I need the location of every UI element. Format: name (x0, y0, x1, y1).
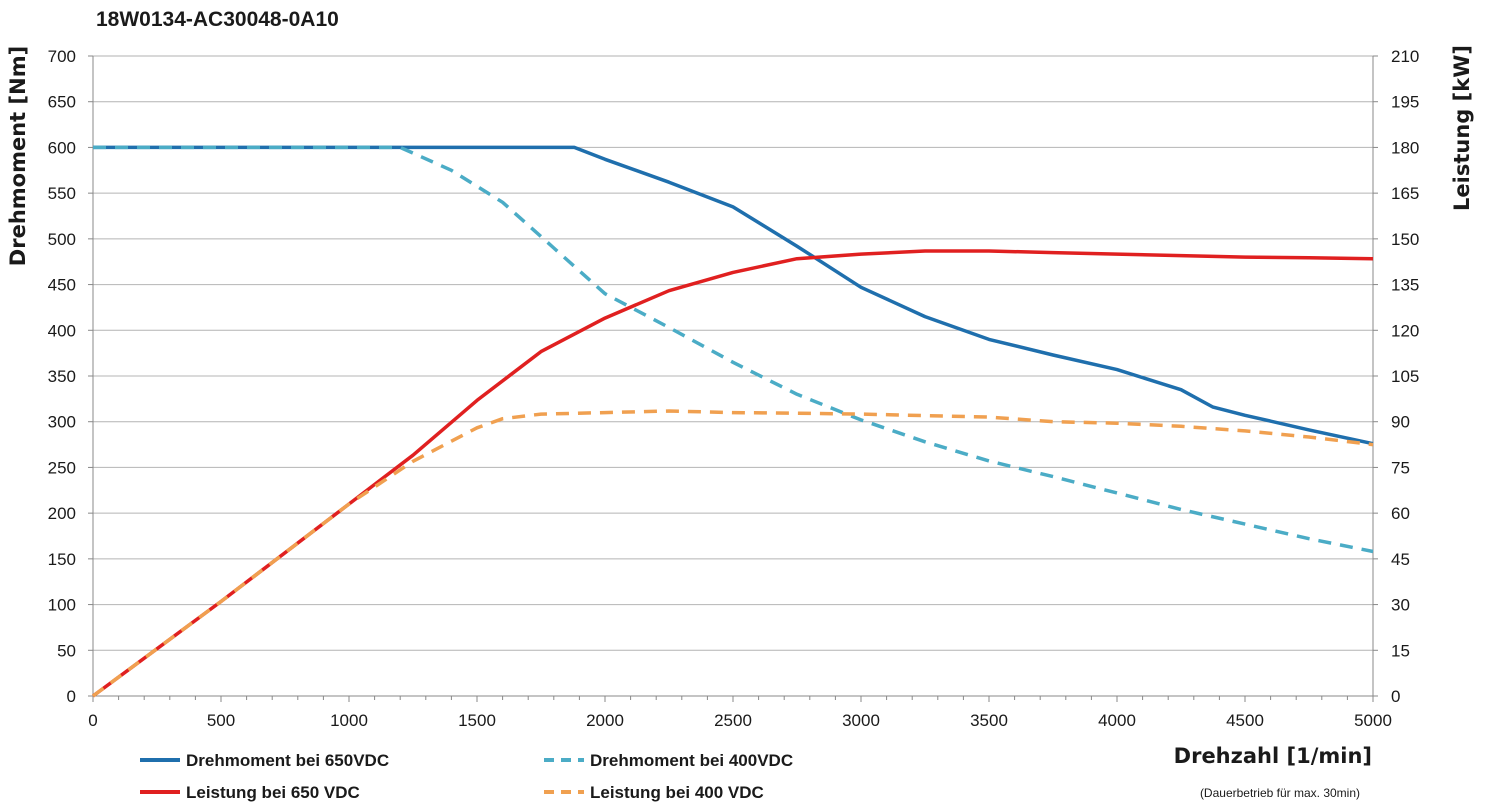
legend-label-leistung-400: Leistung bei 400 VDC (590, 783, 764, 802)
y2-tick-label: 150 (1391, 230, 1419, 249)
x-tick-label: 4000 (1098, 711, 1136, 730)
y-tick-label: 350 (48, 367, 76, 386)
series-line-drehmoment-400 (93, 145, 1374, 554)
y-tick-label: 200 (48, 504, 76, 523)
x-tick-label: 4500 (1226, 711, 1264, 730)
y-tick-label: 150 (48, 550, 76, 569)
series-line-drehmoment-650 (93, 145, 1374, 446)
y-tick-label: 0 (67, 687, 76, 706)
x-tick-label: 2500 (714, 711, 752, 730)
y-axis-title: Drehmoment [Nm] (6, 46, 30, 266)
y-tick-label: 100 (48, 596, 76, 615)
y-tick-label: 300 (48, 413, 76, 432)
x-axis-title: Drehzahl [1/min] (1174, 744, 1372, 768)
series-line-leistung-650 (91, 249, 1374, 698)
x-tick-label: 1000 (330, 711, 368, 730)
y2-tick-label: 195 (1391, 93, 1419, 112)
chart-note: (Dauerbetrieb für max. 30min) (1200, 786, 1360, 800)
x-tick-label: 5000 (1354, 711, 1392, 730)
y2-tick-label: 90 (1391, 413, 1410, 432)
y-tick-label: 450 (48, 276, 76, 295)
x-tick-label: 2000 (586, 711, 624, 730)
x-tick-label: 3500 (970, 711, 1008, 730)
y2-tick-label: 210 (1391, 47, 1419, 66)
legend-label-drehmoment-650: Drehmoment bei 650VDC (186, 751, 389, 770)
y2-tick-label: 135 (1391, 276, 1419, 295)
x-tick-label: 500 (207, 711, 235, 730)
y-tick-label: 550 (48, 184, 76, 203)
y2-tick-label: 165 (1391, 184, 1419, 203)
y-tick-label: 500 (48, 230, 76, 249)
legend-label-drehmoment-400: Drehmoment bei 400VDC (590, 751, 793, 770)
y2-tick-label: 75 (1391, 458, 1410, 477)
y2-tick-label: 105 (1391, 367, 1419, 386)
series-lines (91, 145, 1374, 698)
y-tick-label: 700 (48, 47, 76, 66)
y2-axis-title: Leistung [kW] (1450, 45, 1474, 211)
series-line-leistung-400 (91, 409, 1374, 698)
y-tick-label: 400 (48, 321, 76, 340)
y2-tick-label: 15 (1391, 641, 1410, 660)
y2-tick-label: 120 (1391, 321, 1419, 340)
y2-tick-label: 0 (1391, 687, 1400, 706)
y2-tick-label: 30 (1391, 596, 1410, 615)
y-tick-label: 250 (48, 458, 76, 477)
chart-title: 18W0134-AC30048-0A10 (96, 8, 339, 31)
legend: Drehmoment bei 650VDC Drehmoment bei 400… (140, 751, 793, 802)
y2-tick-label: 180 (1391, 138, 1419, 157)
x-tick-label: 0 (88, 711, 97, 730)
y2-tick-label: 60 (1391, 504, 1410, 523)
x-tick-label: 3000 (842, 711, 880, 730)
axes: 0501001502002503003504004505005506006507… (48, 47, 1420, 730)
x-tick-label: 1500 (458, 711, 496, 730)
y2-tick-label: 45 (1391, 550, 1410, 569)
y-tick-label: 50 (57, 641, 76, 660)
gridlines (93, 55, 1373, 651)
y-tick-label: 650 (48, 93, 76, 112)
legend-label-leistung-650: Leistung bei 650 VDC (186, 783, 360, 802)
y-tick-label: 600 (48, 138, 76, 157)
